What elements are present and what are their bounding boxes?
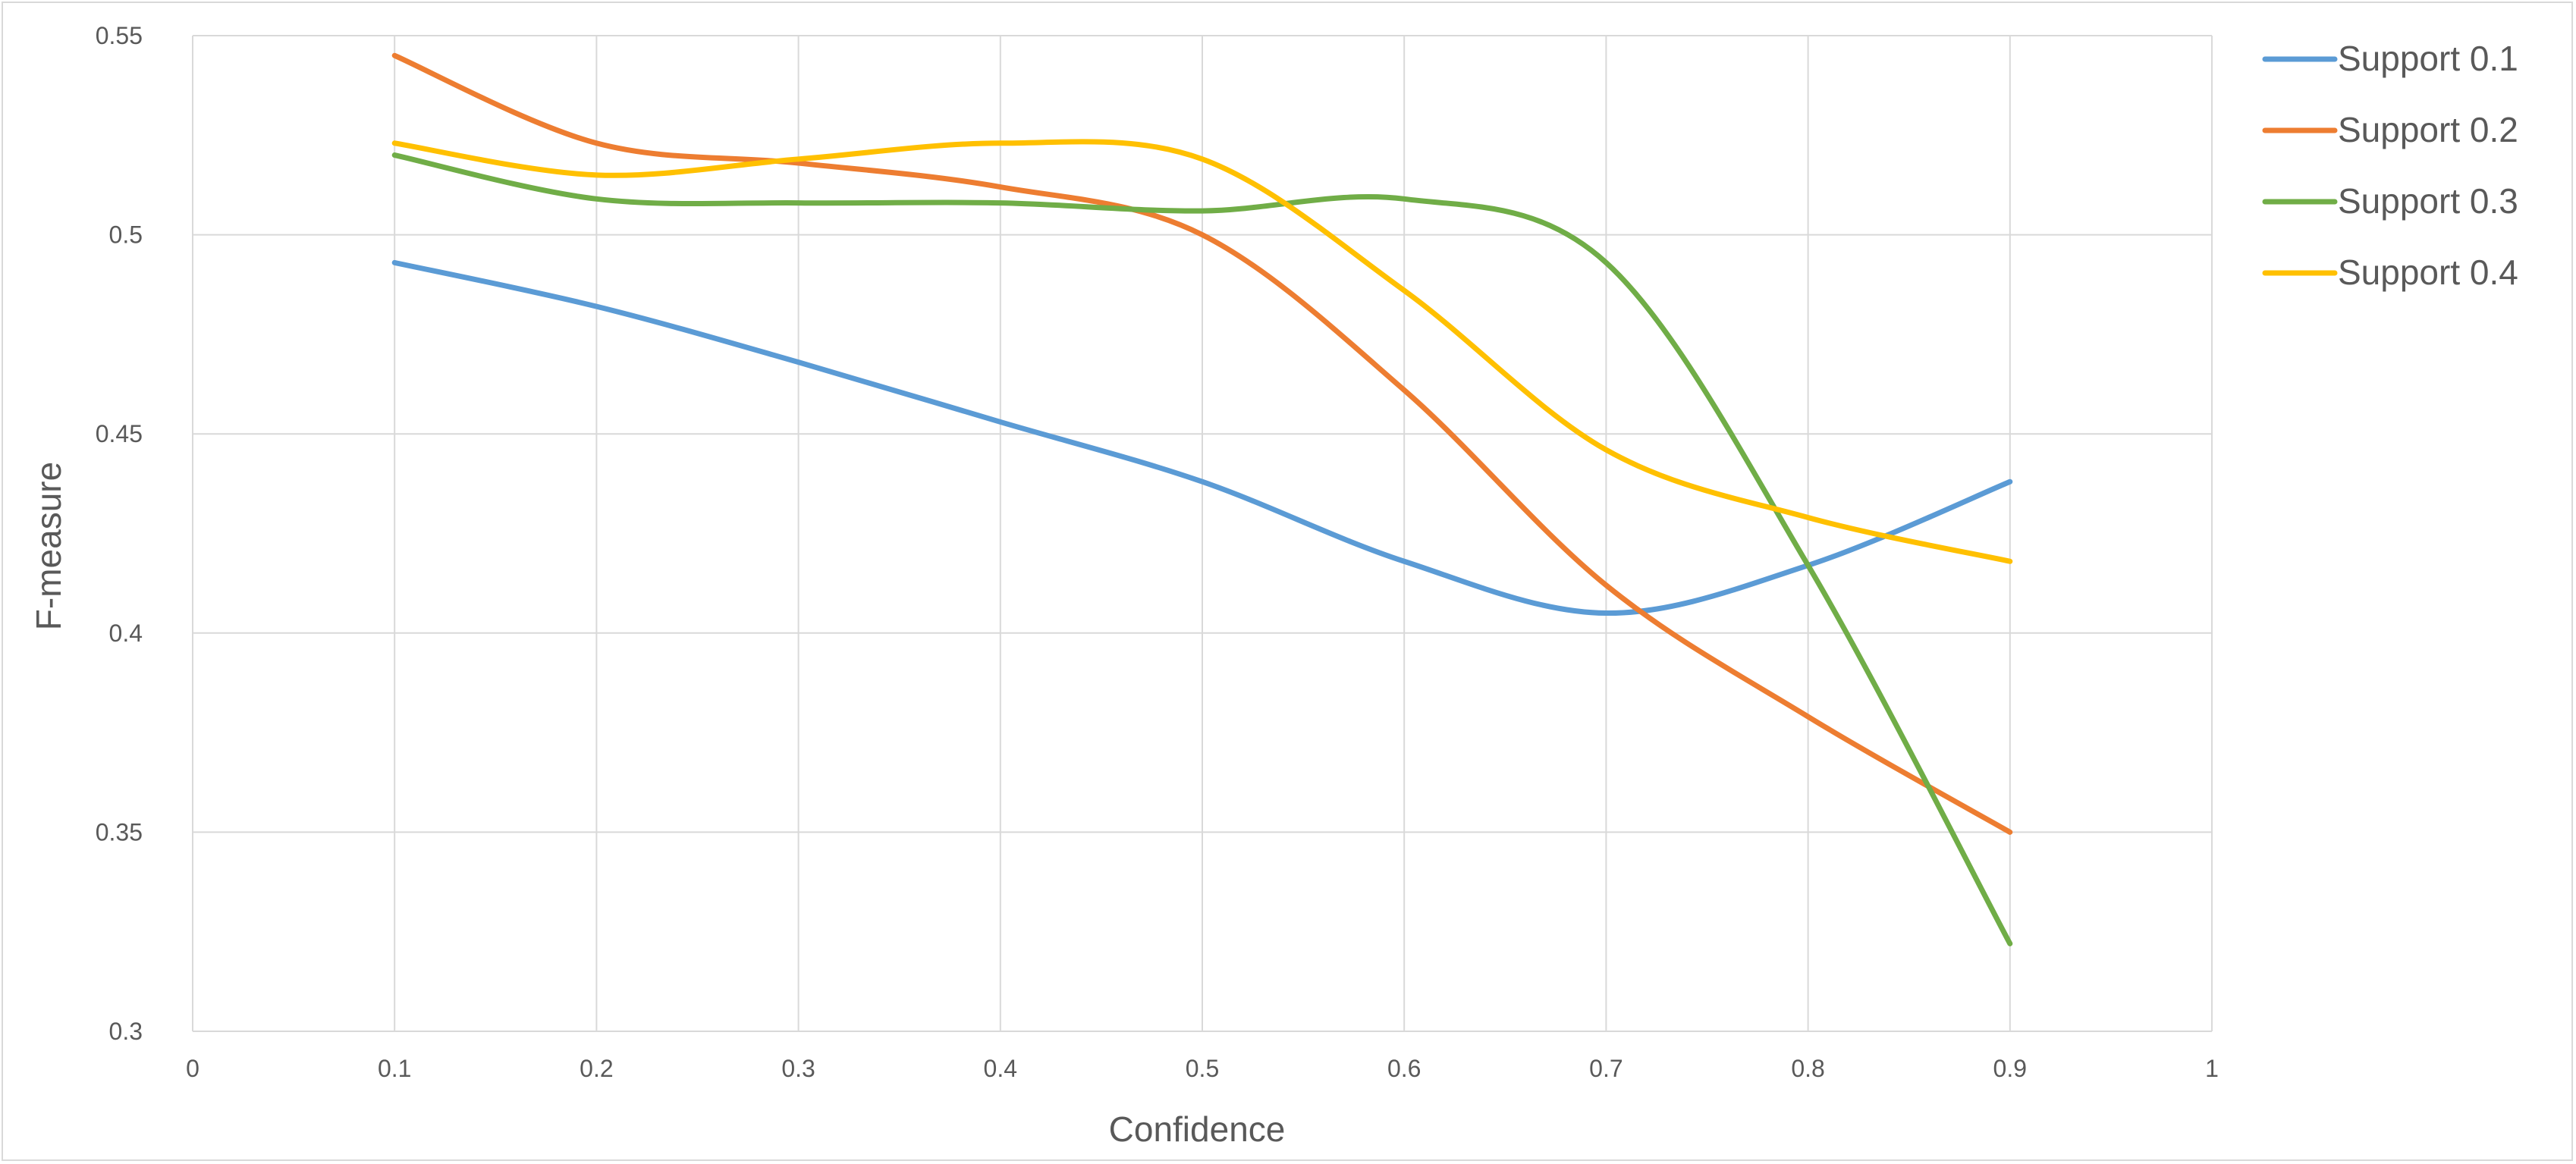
x-tick-label: 0 [186, 1055, 199, 1082]
y-axis-ticks: 0.3 0.35 0.4 0.45 0.5 0.55 [96, 22, 143, 1045]
x-tick-label: 0.6 [1387, 1055, 1421, 1082]
legend-label: Support 0.3 [2338, 181, 2518, 221]
x-tick-label: 0.2 [580, 1055, 613, 1082]
x-tick-label: 0.8 [1791, 1055, 1824, 1082]
legend: Support 0.1 Support 0.2 Support 0.3 Support… [2262, 39, 2518, 292]
x-tick-label: 0.4 [984, 1055, 1017, 1082]
y-tick-label: 0.35 [96, 818, 143, 846]
series-lines [391, 52, 2013, 946]
series-line-4 [391, 139, 2013, 564]
y-axis-title: F-measure [29, 462, 68, 630]
x-tick-label: 0.1 [378, 1055, 411, 1082]
legend-label: Support 0.4 [2338, 253, 2518, 292]
y-tick-label: 0.55 [96, 22, 143, 49]
y-tick-label: 0.4 [109, 620, 143, 647]
y-tick-label: 0.45 [96, 420, 143, 447]
legend-label: Support 0.2 [2338, 110, 2518, 149]
legend-label: Support 0.1 [2338, 39, 2518, 78]
series-line-3 [391, 152, 2013, 946]
x-tick-label: 1 [2205, 1055, 2219, 1082]
series-line-2 [391, 52, 2013, 835]
x-tick-label: 0.7 [1589, 1055, 1623, 1082]
x-tick-label: 0.5 [1186, 1055, 1219, 1082]
x-tick-label: 0.9 [1993, 1055, 2027, 1082]
series-line-1 [391, 259, 2013, 617]
x-axis-title: Confidence [1109, 1109, 1286, 1149]
x-tick-label: 0.3 [781, 1055, 815, 1082]
y-tick-label: 0.3 [109, 1018, 143, 1045]
x-axis-ticks: 0 0.1 0.2 0.3 0.4 0.5 0.6 0.7 0.8 0.9 1 [186, 1055, 2219, 1082]
y-tick-label: 0.5 [109, 221, 143, 249]
gridlines [192, 35, 2213, 1032]
